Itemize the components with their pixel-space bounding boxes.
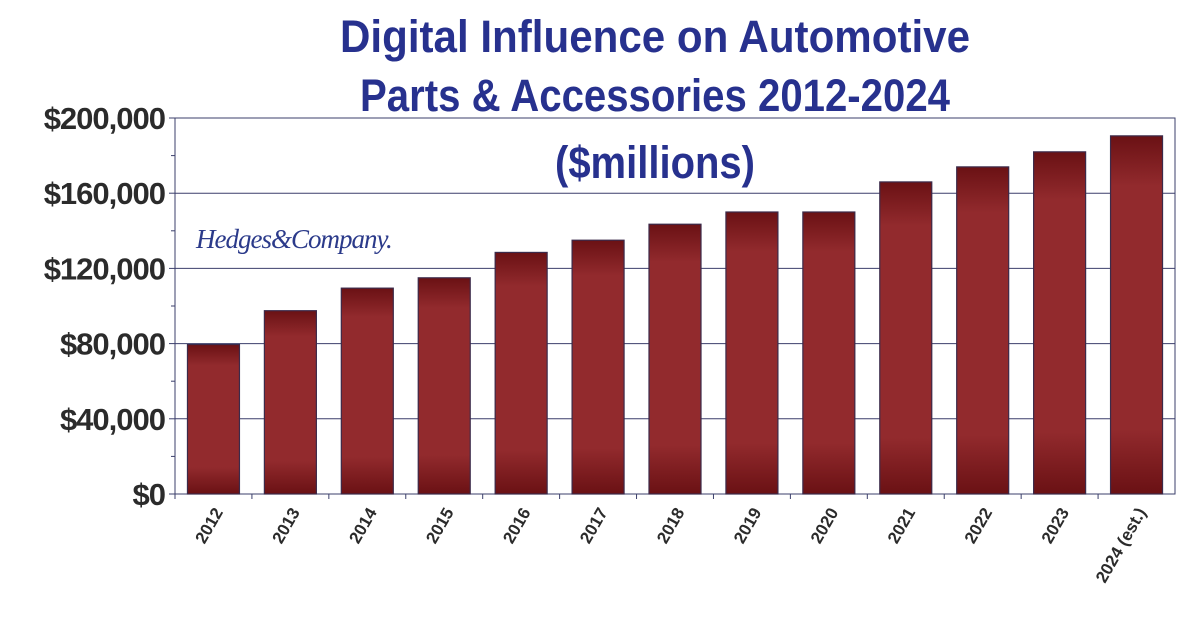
- x-tick-label: 2024 (est.): [1092, 505, 1150, 587]
- bar-2015: [417, 277, 471, 495]
- bar-2024 (est.): [1109, 135, 1164, 495]
- x-tick-label: 2023: [1038, 505, 1073, 547]
- bar-2016: [494, 251, 548, 495]
- x-tick-label: 2015: [422, 505, 457, 547]
- title-line-3: ($millions): [555, 137, 755, 188]
- x-tick-labels: 2012 2013 2014 2015 2016 2017 2018 2019 2020 2021…: [192, 504, 1150, 586]
- y-tick-label: $200,000: [44, 101, 165, 136]
- bar-2023: [1033, 151, 1087, 495]
- title-line-2: Parts & Accessories 2012-2024: [360, 70, 950, 121]
- company-logo: Hedges&Company.: [195, 224, 392, 254]
- x-tick-label: 2022: [961, 505, 996, 547]
- axes: [169, 117, 1099, 499]
- title-line-1: Digital Influence on Automotive: [340, 11, 970, 62]
- bar-2020: [802, 211, 856, 495]
- bar-2014: [340, 287, 394, 495]
- y-tick-label: $160,000: [44, 176, 165, 211]
- bar-2021: [879, 181, 933, 495]
- bars: [186, 135, 1164, 495]
- bar-2022: [956, 166, 1010, 495]
- y-tick-label: $0: [133, 477, 165, 512]
- x-tick-label: 2019: [730, 505, 765, 547]
- x-tick-label: 2014: [345, 504, 381, 547]
- x-tick-label: 2017: [576, 505, 611, 547]
- bar-2019: [725, 211, 779, 495]
- bar-2017: [571, 239, 625, 495]
- y-tick-labels: $0 $40,000 $80,000 $120,000 $160,000 $200,000: [44, 101, 166, 512]
- y-tick-label: $80,000: [60, 327, 165, 362]
- x-tick-label: 2013: [268, 505, 303, 547]
- bar-2012: [186, 343, 241, 495]
- bar-2013: [263, 310, 317, 495]
- x-tick-label: 2012: [192, 505, 227, 547]
- x-tick-label: 2020: [807, 505, 842, 547]
- y-tick-label: $120,000: [44, 251, 165, 286]
- bar-2018: [648, 223, 702, 495]
- y-tick-label: $40,000: [60, 402, 165, 437]
- x-tick-label: 2016: [499, 505, 534, 547]
- x-tick-label: 2018: [653, 505, 688, 547]
- x-tick-label: 2021: [884, 505, 919, 547]
- chart-title: Digital Influence on Automotive Parts & …: [340, 11, 970, 188]
